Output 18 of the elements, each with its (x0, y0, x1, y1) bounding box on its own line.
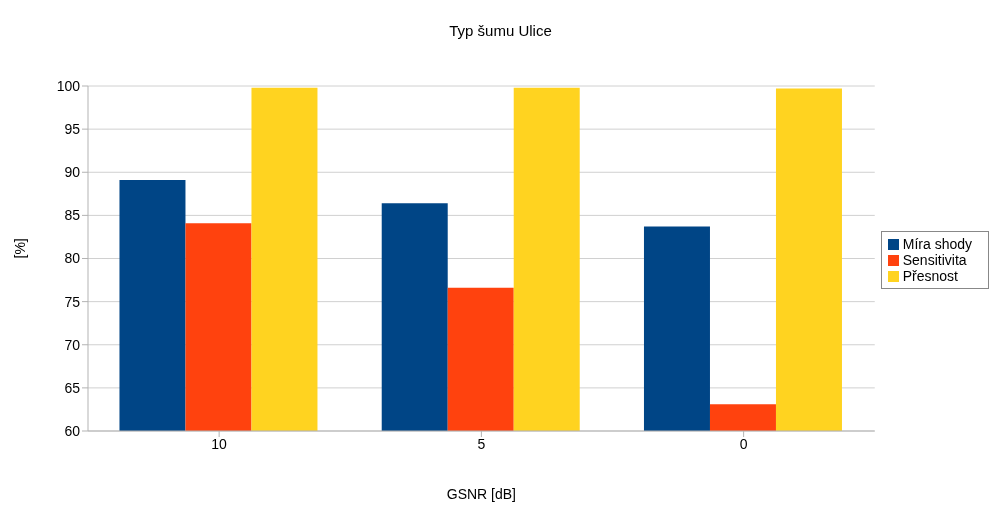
y-tick-label: 75 (64, 293, 81, 310)
legend-label: Míra shody (902, 235, 972, 252)
y-axis-title: [%] (11, 238, 28, 259)
y-tick-label: 65 (64, 379, 81, 396)
y-tick-label: 100 (56, 77, 81, 94)
y-tick-label: 95 (64, 121, 81, 138)
chart-title: Typ šumu Ulice (448, 22, 553, 39)
x-tick-label: 0 (739, 435, 748, 452)
y-tick-label: 85 (64, 207, 81, 224)
x-tick-label: 10 (211, 435, 228, 452)
y-tick-label: 70 (64, 336, 81, 353)
y-tick-label: 60 (64, 422, 81, 439)
y-tick-label: 90 (64, 164, 81, 181)
x-tick-label: 5 (477, 435, 486, 452)
legend-label: Přesnost (902, 267, 958, 284)
legend-label: Sensitivita (902, 251, 967, 268)
y-tick-label: 80 (64, 250, 81, 267)
x-axis-title: GSNR [dB] (446, 486, 516, 502)
